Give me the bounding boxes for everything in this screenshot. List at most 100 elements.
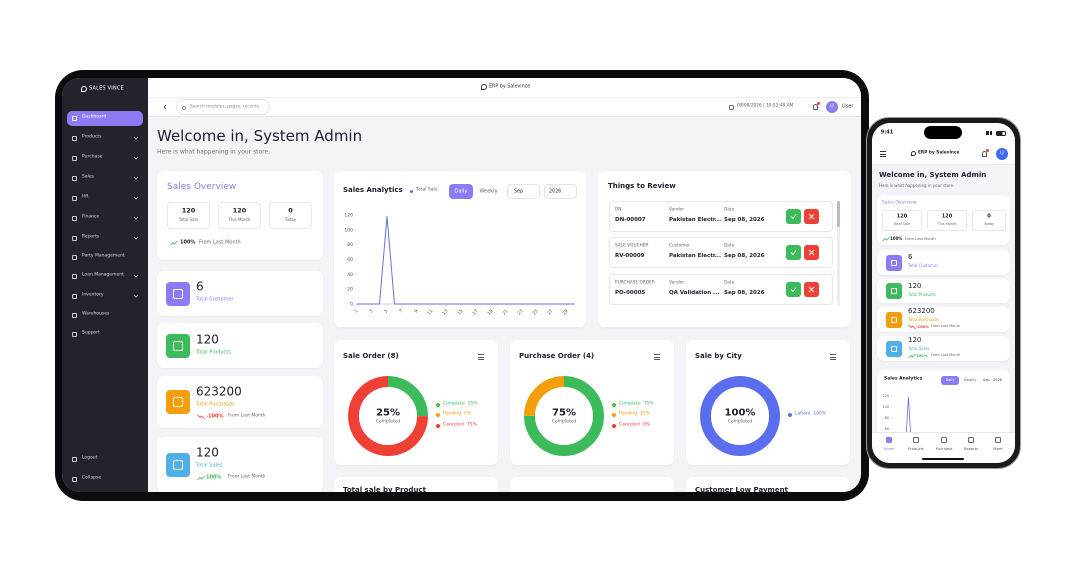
nav-icon xyxy=(72,254,77,260)
legend-dot xyxy=(436,413,440,417)
search-box[interactable]: Search modules, pages, records xyxy=(176,99,270,115)
search-placeholder: Search modules, pages, records xyxy=(190,104,259,110)
nav-item[interactable] xyxy=(67,472,143,486)
overview-stat xyxy=(167,202,210,229)
x-tick-label: 5 xyxy=(383,308,389,314)
scroll-thumb xyxy=(837,201,840,227)
nav-item[interactable] xyxy=(67,289,143,304)
donut-segment xyxy=(348,376,428,456)
bell-icon[interactable] xyxy=(982,151,987,157)
stat-icon xyxy=(886,340,902,357)
row-party-label: Customer xyxy=(669,243,690,249)
trend-icon xyxy=(197,414,205,420)
bell-icon[interactable] xyxy=(813,104,818,110)
stat-label: Total Customer xyxy=(908,262,939,268)
nav-item[interactable] xyxy=(67,191,143,206)
check-icon xyxy=(790,287,797,293)
chevron xyxy=(133,216,139,220)
row-date-label: Date xyxy=(724,243,735,249)
nav-item[interactable] xyxy=(67,327,143,342)
legend-dot xyxy=(612,402,616,407)
stat-value: 0 xyxy=(288,206,293,215)
partial-card xyxy=(686,477,850,492)
trend xyxy=(908,353,916,358)
row-date: Sep 08, 2026 xyxy=(724,252,765,259)
stat-value: 120 xyxy=(941,213,953,220)
change-note: From Last Month xyxy=(905,236,936,241)
approve-button[interactable] xyxy=(786,282,801,297)
welcome-subtitle: Here is what happening in your store. xyxy=(157,148,271,156)
chevron xyxy=(133,176,139,180)
close-icon xyxy=(808,249,815,256)
donut-center-value: 100% xyxy=(724,407,756,419)
nav-item[interactable] xyxy=(67,211,143,226)
nav-label: Dashboard xyxy=(82,114,107,120)
nav-icon xyxy=(72,235,77,241)
calendar-icon xyxy=(729,104,734,110)
nav-tab-label: Purchase xyxy=(935,446,953,451)
nav-item[interactable] xyxy=(67,452,143,466)
stat-value: 6 xyxy=(908,253,913,262)
stat-label: Total Sales xyxy=(196,462,223,469)
y-tick-label: 80 xyxy=(885,416,889,420)
nav-label: Logout xyxy=(82,455,98,461)
donut-center-label: Completed xyxy=(727,419,753,425)
stat-label: Today xyxy=(983,222,995,227)
stat-icon xyxy=(886,311,902,328)
stat-value: 120 xyxy=(232,206,247,215)
avatar[interactable] xyxy=(996,148,1008,160)
nav-icon xyxy=(72,293,77,299)
trend-icon xyxy=(882,236,890,242)
nav-icon xyxy=(72,215,77,221)
year-select[interactable] xyxy=(544,184,577,199)
year-value[interactable]: 2026 xyxy=(993,377,1002,382)
stat-value: 120 xyxy=(908,336,922,345)
nav-icon xyxy=(72,476,77,482)
nav-item[interactable] xyxy=(67,151,143,166)
stat-value: 623200 xyxy=(196,384,242,399)
approve-button[interactable] xyxy=(786,245,801,260)
menu-line xyxy=(830,356,836,358)
row-party: Pakistan Electr... xyxy=(669,216,722,223)
close-icon xyxy=(808,213,815,220)
nav-label: Purchase xyxy=(82,154,103,160)
nav-icon xyxy=(72,135,77,141)
change-note: From Last Month xyxy=(199,239,241,246)
chevron-icon xyxy=(133,216,139,220)
month-value[interactable]: Sep xyxy=(983,377,990,382)
nav-tab-label: More xyxy=(993,446,1003,451)
approve-button[interactable] xyxy=(786,209,801,224)
month-select[interactable] xyxy=(507,184,540,199)
legend-label: Pending xyxy=(443,411,461,417)
sidebar xyxy=(62,78,148,492)
nav-tab-icon xyxy=(886,437,892,443)
tab-active[interactable] xyxy=(941,376,959,385)
row-type: PURCHASE ORDER xyxy=(615,280,655,286)
menu-line xyxy=(478,354,484,355)
brand-logo: SALES VINCE xyxy=(89,85,124,92)
review-row xyxy=(609,201,833,232)
stat-value: 120 xyxy=(896,213,908,220)
stat-icon-glyph xyxy=(891,259,897,266)
change-value: -100% xyxy=(916,324,929,329)
trend xyxy=(908,324,916,329)
legend-value: 25% xyxy=(640,411,651,417)
nav-item[interactable] xyxy=(67,231,143,246)
tab-label[interactable]: Weekly xyxy=(963,377,977,382)
tablet-screen: SALES VINCE Dashboard Products Purchase Sale… xyxy=(62,78,861,492)
avatar[interactable] xyxy=(826,101,838,113)
nav-item[interactable] xyxy=(67,171,143,186)
stat-value: 0 xyxy=(987,213,991,220)
stat-value: 623200 xyxy=(908,307,935,316)
x-tick-label: 11 xyxy=(426,308,434,316)
donut-center-value: 25% xyxy=(376,407,400,419)
x-tick-label: 15 xyxy=(456,308,464,316)
nav-tab-icon xyxy=(913,437,919,443)
app-title: ERP by Salevince xyxy=(918,150,960,156)
nav-item[interactable] xyxy=(67,131,143,146)
tab-active[interactable] xyxy=(449,184,473,199)
nav-label: HR xyxy=(82,194,89,200)
card-title: Purchase Order (4) xyxy=(519,352,595,361)
top-bar xyxy=(148,78,861,97)
nav-item-active[interactable] xyxy=(67,110,143,126)
